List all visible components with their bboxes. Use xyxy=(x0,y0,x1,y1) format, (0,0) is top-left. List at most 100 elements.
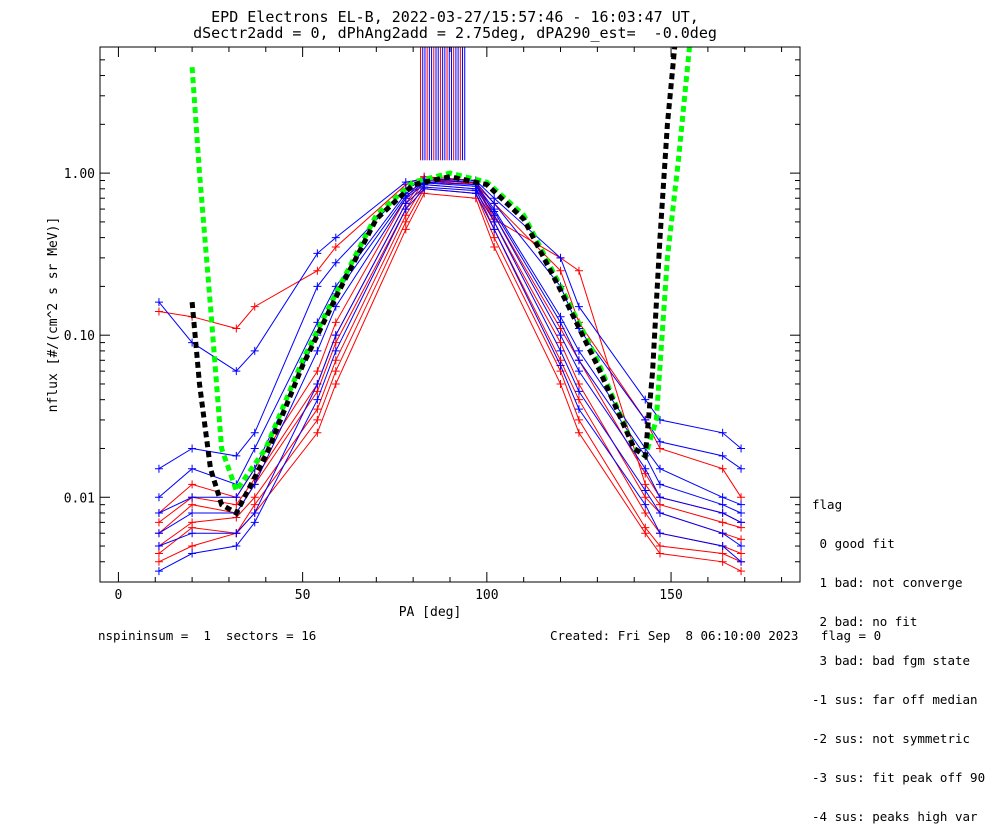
data-point-marker xyxy=(313,367,322,376)
data-point-marker xyxy=(188,508,197,517)
data-point-marker xyxy=(641,493,650,502)
data-point-marker xyxy=(718,500,727,509)
data-point-marker xyxy=(656,529,664,538)
data-point-marker xyxy=(250,508,259,517)
data-point-marker xyxy=(656,500,664,509)
data-point-marker xyxy=(188,549,197,558)
data-point-marker xyxy=(154,557,163,566)
data-point-marker xyxy=(737,557,746,566)
legend-item: -1 sus: far off median xyxy=(812,692,978,707)
data-point-marker xyxy=(331,379,340,388)
spectrum-line xyxy=(158,178,742,449)
data-point-marker xyxy=(656,444,664,453)
data-point-marker xyxy=(154,542,163,551)
data-point-marker xyxy=(574,428,583,437)
data-point-marker xyxy=(154,298,163,307)
data-point-marker xyxy=(641,395,650,404)
legend-item: -2 sus: not symmetric xyxy=(812,731,971,746)
data-point-marker xyxy=(574,405,583,414)
data-point-marker xyxy=(154,549,163,558)
data-point-marker xyxy=(641,508,650,517)
data-point-marker xyxy=(490,217,499,226)
data-point-marker xyxy=(154,508,163,517)
data-point-marker xyxy=(556,338,565,347)
data-point-marker xyxy=(471,189,480,198)
data-point-marker xyxy=(490,207,499,216)
data-point-marker xyxy=(656,508,664,517)
data-point-marker xyxy=(718,529,727,538)
data-point-marker xyxy=(490,199,499,208)
data-point-marker xyxy=(656,464,664,473)
data-point-marker xyxy=(574,395,583,404)
data-point-marker xyxy=(188,500,197,509)
data-point-marker xyxy=(656,480,664,489)
legend-item: 3 bad: bad fgm state xyxy=(812,653,971,668)
data-point-marker xyxy=(641,464,650,473)
data-point-marker xyxy=(574,415,583,424)
data-point-marker xyxy=(490,225,499,234)
data-point-marker xyxy=(232,324,241,333)
fit-curve-black xyxy=(189,47,678,517)
data-point-marker xyxy=(313,415,322,424)
data-point-marker xyxy=(331,258,340,267)
data-point-marker xyxy=(718,451,727,460)
data-point-marker xyxy=(656,437,664,446)
data-point-marker xyxy=(641,500,650,509)
data-point-marker xyxy=(232,529,241,538)
data-point-marker xyxy=(232,367,241,376)
data-point-marker xyxy=(401,225,410,234)
data-point-marker xyxy=(737,508,746,517)
data-point-marker xyxy=(154,529,163,538)
data-point-marker xyxy=(188,542,197,551)
data-point-marker xyxy=(154,307,163,316)
data-point-marker xyxy=(656,493,664,502)
data-point-marker xyxy=(232,493,241,502)
data-point-marker xyxy=(656,549,664,558)
data-point-marker xyxy=(718,518,727,527)
data-point-marker xyxy=(154,464,163,473)
data-point-marker xyxy=(641,415,650,424)
data-point-marker xyxy=(250,444,259,453)
data-point-marker xyxy=(331,233,340,242)
data-point-marker xyxy=(574,367,583,376)
x-tick-label: 150 xyxy=(659,588,682,603)
data-point-marker xyxy=(188,464,197,473)
spectrum-line xyxy=(158,179,742,470)
data-point-marker xyxy=(737,464,746,473)
x-tick-label: 100 xyxy=(475,588,498,603)
data-point-marker xyxy=(313,379,322,388)
data-point-marker xyxy=(232,542,241,551)
data-point-marker xyxy=(401,205,410,214)
legend-item: -4 sus: peaks high var xyxy=(812,809,978,824)
data-point-marker xyxy=(250,428,259,437)
data-point-marker xyxy=(250,500,259,509)
data-point-marker xyxy=(556,361,565,370)
spectrum-line xyxy=(158,188,742,572)
data-point-marker xyxy=(331,346,340,355)
data-point-marker xyxy=(331,356,340,365)
data-point-marker xyxy=(401,178,410,187)
legend-item: 0 good fit xyxy=(812,536,895,551)
data-point-marker xyxy=(331,367,340,376)
data-point-marker xyxy=(574,302,583,311)
axes-frame xyxy=(99,46,801,583)
data-point-marker xyxy=(331,243,340,252)
data-point-marker xyxy=(737,518,746,527)
data-point-marker xyxy=(718,428,727,437)
chart-title-line-2: dSectr2add = 0, dPhAng2add = 2.75deg, dP… xyxy=(193,24,717,42)
data-point-marker xyxy=(331,331,340,340)
data-point-marker xyxy=(737,535,746,544)
data-point-marker xyxy=(574,346,583,355)
data-point-marker xyxy=(718,493,727,502)
data-point-marker xyxy=(331,318,340,327)
data-point-marker xyxy=(556,331,565,340)
data-point-marker xyxy=(313,395,322,404)
data-point-marker xyxy=(718,549,727,558)
y-tick-label: 0.01 xyxy=(64,491,95,506)
fit-curve-green xyxy=(189,47,692,496)
spectrum-line xyxy=(158,181,742,506)
data-point-marker xyxy=(188,493,197,502)
data-point-marker xyxy=(154,567,163,576)
data-point-marker xyxy=(556,346,565,355)
footer-spin-info: nspininsum = 1 sectors = 16 xyxy=(98,628,317,643)
